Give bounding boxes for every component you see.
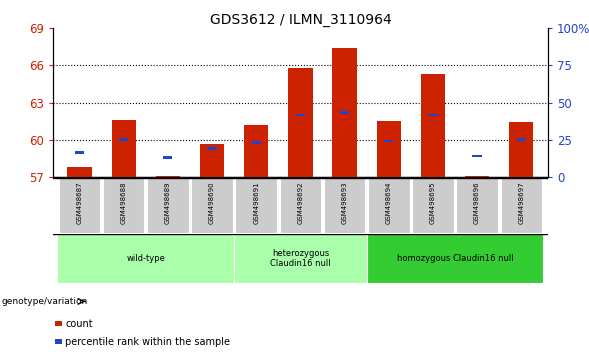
Text: percentile rank within the sample: percentile rank within the sample xyxy=(65,337,230,347)
FancyBboxPatch shape xyxy=(236,178,277,233)
FancyBboxPatch shape xyxy=(366,234,543,283)
Bar xyxy=(288,68,313,177)
Text: GSM498697: GSM498697 xyxy=(518,181,524,224)
FancyBboxPatch shape xyxy=(280,178,321,233)
FancyBboxPatch shape xyxy=(456,178,498,233)
FancyBboxPatch shape xyxy=(368,178,409,233)
Bar xyxy=(75,151,84,154)
Bar xyxy=(421,74,445,177)
Text: GSM498692: GSM498692 xyxy=(297,181,303,224)
Bar xyxy=(155,176,180,177)
Bar xyxy=(111,120,136,177)
Bar xyxy=(465,176,489,177)
Bar xyxy=(296,114,305,116)
Bar xyxy=(384,140,393,142)
Bar xyxy=(428,114,438,116)
Bar xyxy=(517,138,526,141)
Bar xyxy=(340,111,349,114)
Bar xyxy=(200,144,224,177)
FancyBboxPatch shape xyxy=(501,178,542,233)
Text: genotype/variation: genotype/variation xyxy=(2,297,88,306)
Text: GSM498693: GSM498693 xyxy=(342,181,348,224)
FancyBboxPatch shape xyxy=(234,234,366,283)
Bar xyxy=(332,48,357,177)
Bar xyxy=(244,125,269,177)
Bar xyxy=(67,167,92,177)
Bar xyxy=(119,138,128,141)
Text: GSM498688: GSM498688 xyxy=(121,181,127,224)
FancyBboxPatch shape xyxy=(412,178,454,233)
Bar xyxy=(472,155,482,157)
Bar xyxy=(55,339,62,344)
FancyBboxPatch shape xyxy=(147,178,188,233)
Text: GSM498690: GSM498690 xyxy=(209,181,215,224)
Text: GSM498696: GSM498696 xyxy=(474,181,480,224)
Text: count: count xyxy=(65,319,92,329)
Text: GSM498694: GSM498694 xyxy=(386,181,392,224)
Bar xyxy=(376,121,401,177)
Bar xyxy=(163,156,173,159)
Bar xyxy=(252,141,261,144)
FancyBboxPatch shape xyxy=(59,178,100,233)
Bar xyxy=(207,147,217,150)
Text: GSM498687: GSM498687 xyxy=(77,181,82,224)
Bar xyxy=(509,122,534,177)
Text: GSM498691: GSM498691 xyxy=(253,181,259,224)
Text: heterozygous
Claudin16 null: heterozygous Claudin16 null xyxy=(270,249,330,268)
Text: homozygous Claudin16 null: homozygous Claudin16 null xyxy=(396,254,514,263)
Title: GDS3612 / ILMN_3110964: GDS3612 / ILMN_3110964 xyxy=(210,13,391,27)
FancyBboxPatch shape xyxy=(324,178,365,233)
Bar xyxy=(55,321,62,326)
Text: GSM498689: GSM498689 xyxy=(165,181,171,224)
Text: GSM498695: GSM498695 xyxy=(430,181,436,224)
FancyBboxPatch shape xyxy=(191,178,233,233)
FancyBboxPatch shape xyxy=(103,178,144,233)
FancyBboxPatch shape xyxy=(58,234,234,283)
Text: wild-type: wild-type xyxy=(126,254,166,263)
